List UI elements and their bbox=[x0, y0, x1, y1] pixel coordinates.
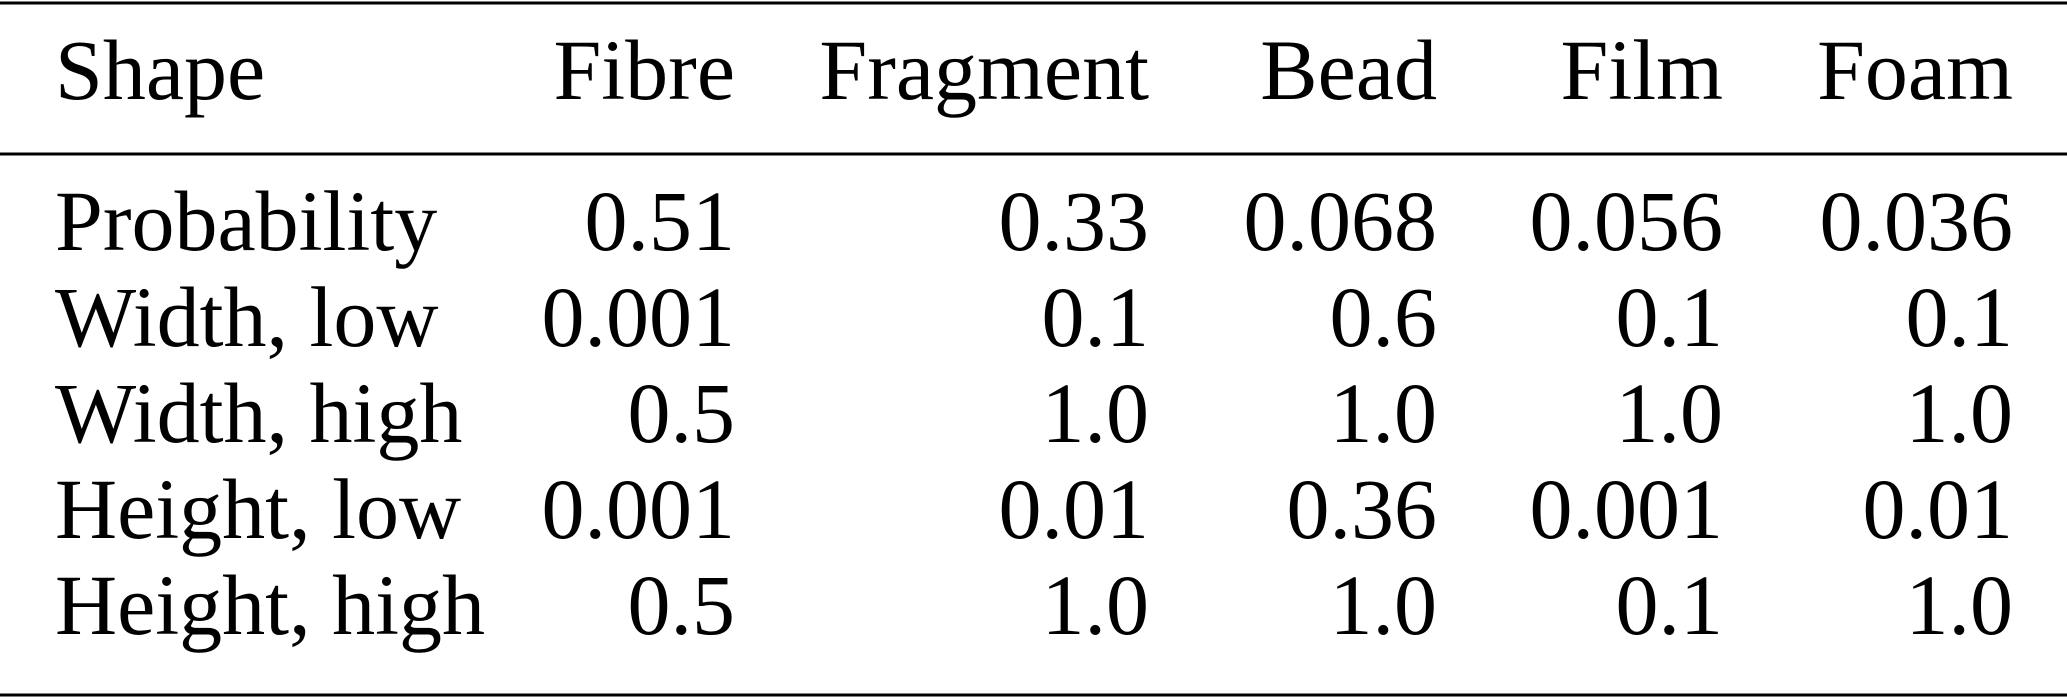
cell: 1.0 bbox=[1042, 365, 1150, 461]
cell: 0.01 bbox=[1863, 461, 2014, 557]
cell: 0.33 bbox=[999, 173, 1150, 269]
cell: 0.6 bbox=[1330, 269, 1438, 365]
column-header: Bead bbox=[1260, 22, 1437, 118]
cell: 0.001 bbox=[542, 461, 736, 557]
cell: 0.068 bbox=[1244, 173, 1438, 269]
column-header: Fragment bbox=[819, 22, 1149, 118]
cell: 0.01 bbox=[999, 461, 1150, 557]
cell: 0.056 bbox=[1530, 173, 1724, 269]
row-header-label: Shape bbox=[55, 22, 265, 118]
cell: 0.1 bbox=[1906, 269, 2014, 365]
cell: 0.036 bbox=[1820, 173, 2014, 269]
column-header: Foam bbox=[1817, 22, 2013, 118]
cell: 1.0 bbox=[1906, 557, 2014, 653]
row-label: Width, high bbox=[55, 365, 462, 461]
cell: 1.0 bbox=[1906, 365, 2014, 461]
cell: 1.0 bbox=[1042, 557, 1150, 653]
cell: 0.51 bbox=[585, 173, 736, 269]
cell: 0.36 bbox=[1287, 461, 1438, 557]
column-header: Fibre bbox=[553, 22, 735, 118]
row-label: Height, low bbox=[55, 461, 461, 557]
cell: 0.1 bbox=[1616, 269, 1724, 365]
cell: 0.1 bbox=[1616, 557, 1724, 653]
cell: 1.0 bbox=[1330, 365, 1438, 461]
cell: 0.5 bbox=[628, 557, 736, 653]
row-label: Width, low bbox=[55, 269, 439, 365]
cell: 0.001 bbox=[542, 269, 736, 365]
cell: 0.001 bbox=[1530, 461, 1724, 557]
cell: 0.5 bbox=[628, 365, 736, 461]
row-label: Height, high bbox=[55, 557, 485, 653]
cell: 1.0 bbox=[1330, 557, 1438, 653]
cell: 1.0 bbox=[1616, 365, 1724, 461]
cell: 0.1 bbox=[1042, 269, 1150, 365]
row-label: Probability bbox=[55, 173, 437, 269]
column-header: Film bbox=[1560, 22, 1723, 118]
